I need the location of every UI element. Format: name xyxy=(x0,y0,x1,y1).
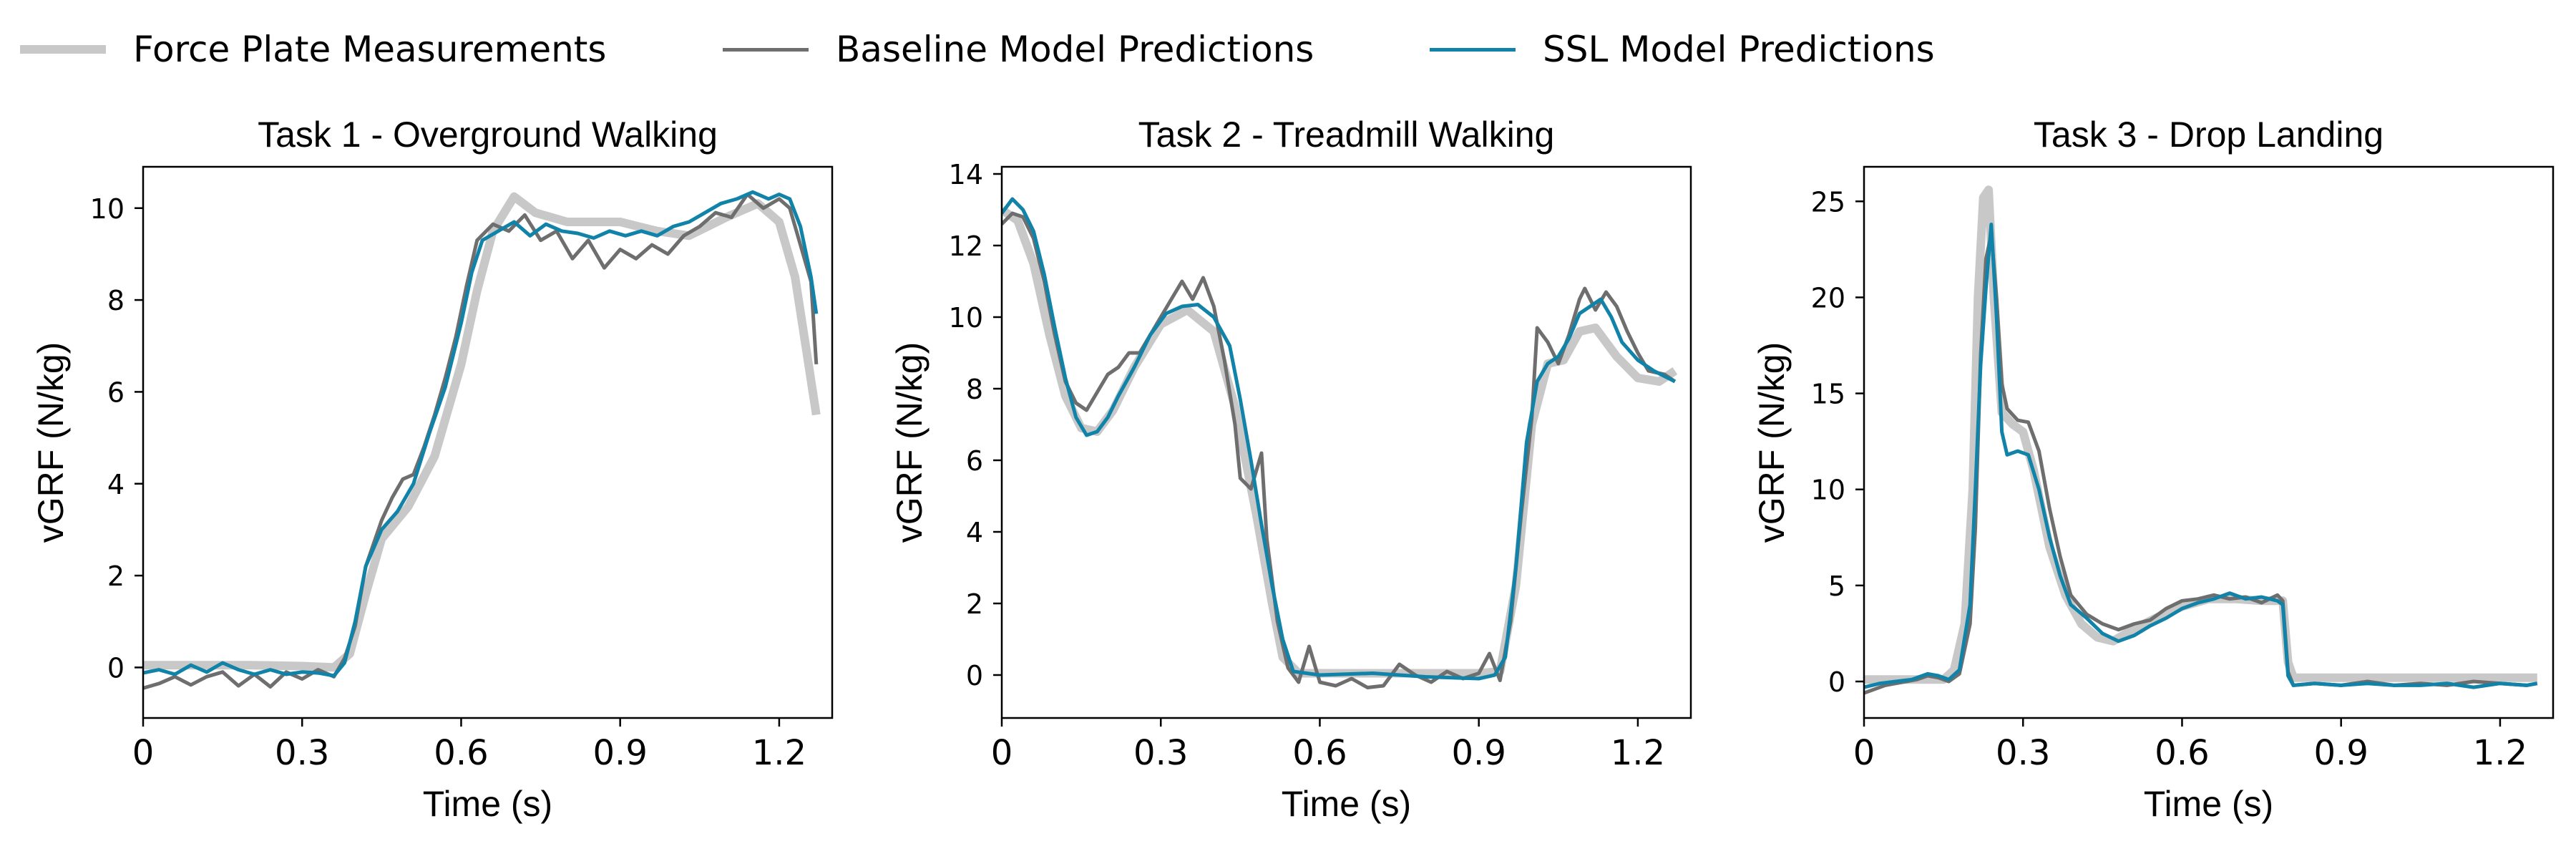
x-tick-label: 0 xyxy=(132,733,155,773)
y-tick-label: 12 xyxy=(949,230,983,262)
x-tick-label: 1.2 xyxy=(752,733,806,773)
y-axis-label: vGRF (N/kg) xyxy=(889,342,930,543)
y-tick-label: 14 xyxy=(949,159,983,190)
x-tick-label: 0.9 xyxy=(1452,733,1506,773)
x-tick-label: 0.3 xyxy=(1133,733,1188,773)
axes-frame xyxy=(1863,165,2555,719)
y-tick-label: 10 xyxy=(949,302,983,334)
chart-title: Task 3 - Drop Landing xyxy=(2034,115,2384,155)
legend-item-force-plate: Force Plate Measurements xyxy=(20,24,606,74)
y-tick-label: 15 xyxy=(1811,379,1845,410)
y-tick-label: 0 xyxy=(1828,666,1845,698)
series-line-baseline-model-predictions xyxy=(1002,211,1677,689)
legend-swatch-force-plate xyxy=(20,45,106,54)
legend: Force Plate Measurements Baseline Model … xyxy=(0,0,2576,100)
legend-label-baseline: Baseline Model Predictions xyxy=(836,29,1314,70)
y-tick-label: 8 xyxy=(966,374,983,405)
legend-label-ssl: SSL Model Predictions xyxy=(1543,29,1935,70)
chart-panel-2: 0 0.3 0.6 0.9 1.2 0 2 4 6 8 10 12 14 Task 2 - Treadmi… xyxy=(889,115,1692,824)
series-line-ssl-model-predictions xyxy=(143,190,819,678)
legend-swatch-baseline xyxy=(723,47,809,52)
series-line-force-plate-measurements xyxy=(1864,185,2537,684)
y-tick-label: 10 xyxy=(1811,475,1845,506)
y-tick-label: 8 xyxy=(107,285,125,316)
legend-item-ssl: SSL Model Predictions xyxy=(1430,24,1935,74)
axes-frame xyxy=(142,165,834,719)
y-tick-label: 10 xyxy=(90,193,125,225)
x-tick-label: 1.2 xyxy=(1611,733,1665,773)
series-line-ssl-model-predictions xyxy=(1864,223,2538,689)
y-axis-label: vGRF (N/kg) xyxy=(31,342,71,543)
x-axis-label: Time (s) xyxy=(1282,784,1411,824)
chart-title: Task 1 - Overground Walking xyxy=(258,115,718,155)
chart-panel-3: 0 0.3 0.6 0.9 1.2 0 5 10 15 20 25 Task 3 - Drop Lan… xyxy=(1752,115,2555,824)
y-tick-label: 25 xyxy=(1811,186,1845,218)
legend-item-baseline: Baseline Model Predictions xyxy=(723,24,1314,74)
y-tick-label: 5 xyxy=(1828,571,1845,602)
series-line-force-plate-measurements xyxy=(143,192,821,672)
series-line-baseline-model-predictions xyxy=(143,193,819,690)
series-line-ssl-model-predictions xyxy=(1002,197,1676,681)
y-tick-label: 2 xyxy=(107,560,125,592)
x-tick-label: 0 xyxy=(1853,733,1875,773)
x-tick-label: 0.6 xyxy=(1292,733,1347,773)
y-tick-label: 4 xyxy=(966,517,983,548)
chart-panel-1: 0 0.3 0.6 0.9 1.2 0 2 4 6 8 10 Task 1 - Overground … xyxy=(31,115,834,824)
axes-frame xyxy=(1000,165,1692,719)
x-axis-label: Time (s) xyxy=(423,784,552,824)
x-tick-label: 0 xyxy=(991,733,1013,773)
x-tick-label: 0.3 xyxy=(1996,733,2050,773)
y-tick-label: 0 xyxy=(107,652,125,684)
x-tick-label: 0.3 xyxy=(275,733,329,773)
x-tick-label: 0.6 xyxy=(2155,733,2209,773)
y-tick-label: 6 xyxy=(107,377,125,408)
legend-label-force-plate: Force Plate Measurements xyxy=(133,29,607,70)
x-tick-label: 0.9 xyxy=(2314,733,2368,773)
y-tick-label: 6 xyxy=(966,445,983,477)
y-axis-label: vGRF (N/kg) xyxy=(1752,342,1792,543)
y-tick-label: 20 xyxy=(1811,282,1845,314)
x-tick-label: 1.2 xyxy=(2473,733,2527,773)
y-tick-label: 2 xyxy=(966,588,983,620)
x-tick-label: 0.6 xyxy=(434,733,488,773)
chart-title: Task 2 - Treadmill Walking xyxy=(1138,115,1555,155)
y-tick-label: 4 xyxy=(107,469,125,500)
x-tick-label: 0.9 xyxy=(593,733,648,773)
y-tick-label: 0 xyxy=(966,660,983,691)
series-line-force-plate-measurements xyxy=(1002,206,1678,678)
legend-swatch-ssl xyxy=(1430,47,1516,52)
x-axis-label: Time (s) xyxy=(2144,784,2273,824)
